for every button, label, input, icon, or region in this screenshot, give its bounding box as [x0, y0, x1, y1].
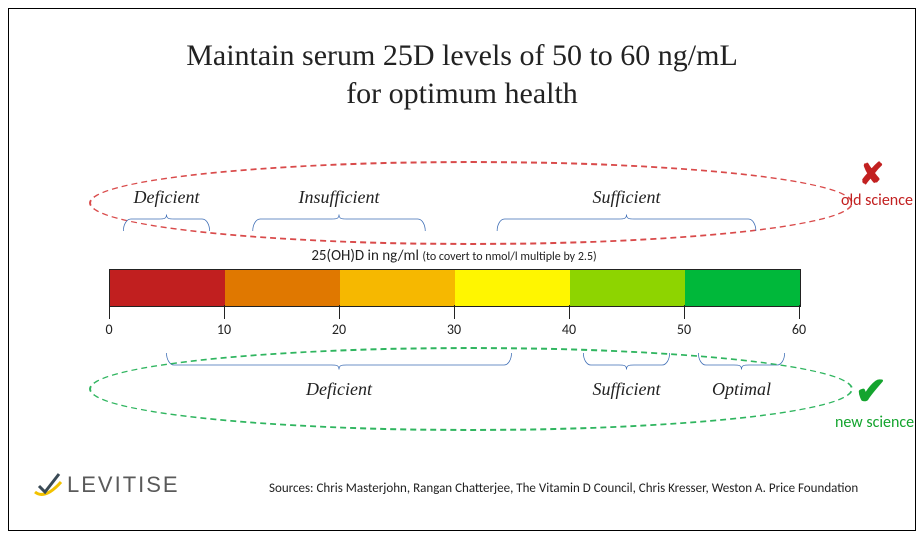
- new-science-label: new science: [835, 413, 914, 432]
- top-brace: [454, 213, 799, 242]
- axis-label-note: (to covert to nmol/l multiple by 2.5): [422, 250, 596, 264]
- axis-label: 25(OH)D in ng/ml (to covert to nmol/l mu…: [109, 247, 799, 265]
- tick-label: 0: [105, 321, 112, 338]
- gradient-segment: [225, 270, 340, 306]
- tick: [454, 305, 455, 319]
- top-brace-label: Sufficient: [593, 187, 661, 208]
- axis-ticks: 0102030405060: [109, 305, 799, 339]
- top-brace: [109, 213, 224, 242]
- new-science-oval: [89, 347, 853, 431]
- tick-label: 40: [562, 321, 576, 338]
- tick-label: 50: [677, 321, 691, 338]
- gradient-segment: [685, 270, 800, 306]
- title-line-1: Maintain serum 25D levels of 50 to 60 ng…: [9, 37, 915, 75]
- title: Maintain serum 25D levels of 50 to 60 ng…: [9, 37, 915, 112]
- tick-label: 20: [332, 321, 346, 338]
- gradient-bar: [109, 269, 801, 307]
- tick-label: 30: [447, 321, 461, 338]
- gradient-segment: [110, 270, 225, 306]
- logo-icon: [33, 470, 63, 500]
- tick-label: 60: [792, 321, 806, 338]
- infographic-frame: Maintain serum 25D levels of 50 to 60 ng…: [8, 8, 916, 531]
- gradient-segment: [340, 270, 455, 306]
- cross-icon: ✘: [859, 157, 884, 192]
- check-icon: ✔: [855, 369, 887, 414]
- sources-line: Sources: Chris Masterjohn, Rangan Chatte…: [269, 481, 858, 496]
- tick: [109, 305, 110, 319]
- top-brace-label: Insufficient: [299, 187, 380, 208]
- gradient-segment: [455, 270, 570, 306]
- tick: [339, 305, 340, 319]
- title-line-2: for optimum health: [9, 75, 915, 113]
- tick-label: 10: [217, 321, 231, 338]
- old-science-label: old science: [841, 191, 913, 210]
- logo: LEVITISE: [33, 470, 180, 500]
- tick: [569, 305, 570, 319]
- axis-label-main: 25(OH)D in ng/ml: [311, 247, 422, 265]
- top-brace: [224, 213, 454, 242]
- tick: [224, 305, 225, 319]
- tick: [799, 305, 800, 319]
- tick: [684, 305, 685, 319]
- top-brace-label: Deficient: [134, 187, 200, 208]
- logo-text: LEVITISE: [67, 472, 180, 498]
- gradient-segment: [570, 270, 685, 306]
